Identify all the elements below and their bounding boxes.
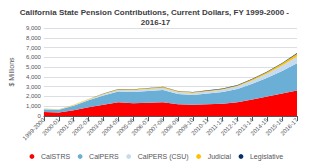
svg-text:2,000: 2,000 — [26, 93, 42, 99]
svg-text:Legislative: Legislative — [250, 153, 283, 161]
svg-text:2002-03: 2002-03 — [70, 116, 91, 137]
svg-text:2010-11: 2010-11 — [190, 116, 210, 137]
svg-text:2004-05: 2004-05 — [100, 116, 121, 137]
svg-text:6,000: 6,000 — [26, 54, 42, 60]
svg-text:9,000: 9,000 — [26, 25, 42, 31]
svg-text:California State Pension Contr: California State Pension Contributions, … — [20, 8, 291, 17]
svg-text:Judicial: Judicial — [208, 153, 232, 160]
svg-text:2013-14: 2013-14 — [234, 116, 255, 137]
svg-text:1999-2000: 1999-2000 — [22, 116, 47, 141]
svg-text:2009-10: 2009-10 — [175, 116, 195, 137]
svg-text:2012-13: 2012-13 — [219, 116, 240, 137]
svg-text:2008-09: 2008-09 — [160, 116, 180, 137]
svg-text:5,000: 5,000 — [26, 64, 42, 70]
svg-text:2007-08: 2007-08 — [145, 116, 166, 137]
svg-text:8,000: 8,000 — [26, 35, 42, 41]
svg-text:2016-17: 2016-17 — [279, 116, 299, 136]
svg-text:2011-12: 2011-12 — [205, 116, 225, 137]
svg-text:CalPERS: CalPERS — [89, 153, 119, 160]
svg-text:2006-07: 2006-07 — [130, 116, 151, 137]
svg-text:CalSTRS: CalSTRS — [41, 153, 71, 160]
svg-text:2016-17: 2016-17 — [141, 18, 171, 27]
svg-text:2015-16: 2015-16 — [264, 116, 285, 137]
svg-text:3,000: 3,000 — [26, 84, 42, 90]
svg-text:$ Millions: $ Millions — [8, 57, 15, 87]
svg-text:1,000: 1,000 — [26, 103, 42, 109]
svg-text:2003-04: 2003-04 — [85, 116, 106, 137]
svg-text:2001-02: 2001-02 — [56, 116, 76, 137]
svg-text:2005-06: 2005-06 — [115, 116, 136, 137]
svg-text:2000-01: 2000-01 — [41, 116, 61, 137]
svg-text:2014-15: 2014-15 — [249, 116, 270, 137]
svg-text:7,000: 7,000 — [26, 45, 42, 51]
svg-text:4,000: 4,000 — [26, 74, 42, 80]
svg-text:CalPERS (CSU): CalPERS (CSU) — [138, 153, 189, 161]
